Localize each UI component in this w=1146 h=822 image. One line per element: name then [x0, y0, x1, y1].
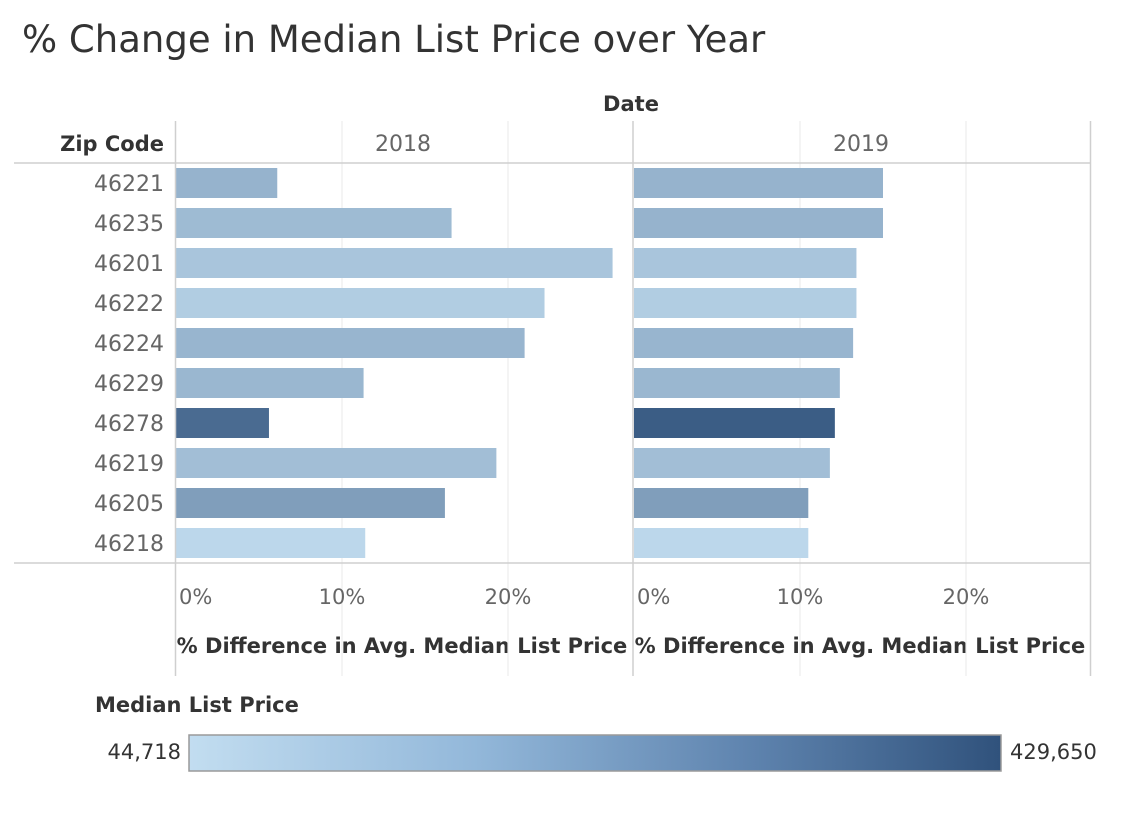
row-header: Zip Code [60, 132, 164, 156]
zip-label-46218: 46218 [94, 532, 164, 557]
legend-min-label: 44,718 [108, 740, 181, 764]
x-tick-2018-10: 10% [319, 585, 366, 609]
bar-2018-46205 [176, 488, 445, 518]
panel-label-2019: 2019 [833, 132, 889, 157]
legend-gradient-bar [188, 734, 1002, 772]
bar-2019-46224 [634, 328, 854, 358]
bar-2018-46221 [176, 168, 278, 198]
legend-title: Median List Price [95, 693, 299, 717]
x-tick-2019-10: 10% [777, 585, 824, 609]
bar-2019-46235 [634, 208, 883, 238]
x-axis-ticks: 0% 10% 20% 0% 10% 20% [179, 585, 989, 609]
legend-max-label: 429,650 [1010, 740, 1097, 764]
zip-label-46222: 46222 [94, 292, 164, 317]
bar-2019-46201 [634, 248, 857, 278]
bar-2019-46229 [634, 368, 840, 398]
bar-2018-46218 [176, 528, 366, 558]
bar-2018-46229 [176, 368, 364, 398]
chart-title: % Change in Median List Price over Year [22, 18, 766, 61]
bar-2018-46219 [176, 448, 497, 478]
bar-2018-46201 [176, 248, 613, 278]
bar-2019-46205 [634, 488, 809, 518]
bar-2019-46218 [634, 528, 809, 558]
bars [176, 168, 883, 558]
x-tick-2019-20: 20% [943, 585, 990, 609]
x-tick-2019-0: 0% [637, 585, 670, 609]
bar-2018-46224 [176, 328, 525, 358]
zip-code-labels: 46221 46235 46201 46222 46224 46229 46278 46219… [94, 172, 164, 557]
bar-2018-46222 [176, 288, 545, 318]
zip-label-46201: 46201 [94, 252, 164, 277]
zip-label-46229: 46229 [94, 372, 164, 397]
bar-2019-46222 [634, 288, 857, 318]
x-tick-2018-0: 0% [179, 585, 212, 609]
zip-label-46278: 46278 [94, 412, 164, 437]
color-legend: Median List Price 44,718 429,650 [95, 693, 1097, 772]
bar-2019-46219 [634, 448, 830, 478]
bar-2019-46221 [634, 168, 883, 198]
x-axis-title-2018: % Difference in Avg. Median List Price [177, 634, 628, 658]
panel-label-2018: 2018 [375, 132, 431, 157]
bar-2018-46278 [176, 408, 269, 438]
zip-label-46221: 46221 [94, 172, 164, 197]
x-axis-title-2019: % Difference in Avg. Median List Price [635, 634, 1086, 658]
zip-label-46235: 46235 [94, 212, 164, 237]
column-header: Date [603, 92, 659, 116]
zip-label-46205: 46205 [94, 492, 164, 517]
bar-2018-46235 [176, 208, 452, 238]
zip-label-46224: 46224 [94, 332, 164, 357]
x-tick-2018-20: 20% [485, 585, 532, 609]
zip-label-46219: 46219 [94, 452, 164, 477]
bar-2019-46278 [634, 408, 835, 438]
frame-lines [14, 121, 1092, 676]
